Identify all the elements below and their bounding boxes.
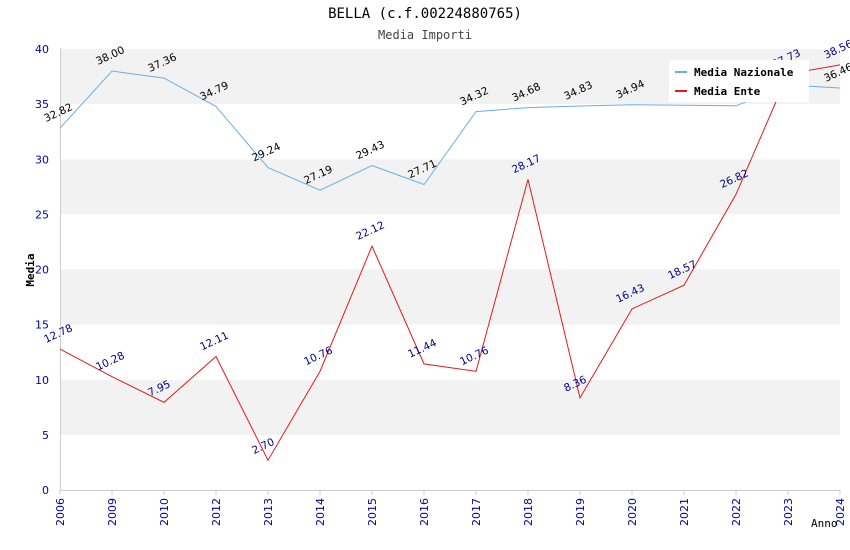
y-axis-label: Media: [24, 253, 37, 286]
y-tick-label: 15: [35, 319, 49, 332]
x-tick-label: 2013: [262, 498, 275, 526]
grid-band: [60, 324, 840, 380]
x-tick-label: 2018: [522, 498, 535, 526]
grid-band: [60, 269, 840, 325]
grid-band: [60, 379, 840, 435]
x-tick-label: 2024: [834, 498, 847, 526]
y-tick-label: 25: [35, 208, 49, 221]
x-tick-label: 2016: [418, 498, 431, 526]
y-tick-label: 20: [35, 264, 49, 277]
legend-box: [669, 60, 809, 102]
x-tick-label: 2010: [158, 498, 171, 526]
legend: Media Nazionale Media Ente: [669, 60, 809, 102]
x-tick-label: 2012: [210, 498, 223, 526]
series-line-media-nazionale: [59, 70, 841, 191]
grid-band: [60, 104, 840, 160]
y-tick-label: 10: [35, 374, 49, 387]
y-tick-label: 5: [42, 429, 49, 442]
grid-band: [60, 434, 840, 490]
x-tick-label: 2015: [366, 498, 379, 526]
x-axis-label: Anno: [811, 517, 838, 530]
y-tick-label: 35: [35, 98, 49, 111]
legend-label-media-nazionale: Media Nazionale: [694, 66, 794, 79]
y-tick-label: 30: [35, 153, 49, 166]
x-tick-label: 2021: [678, 498, 691, 526]
y-tick-label: 40: [35, 43, 49, 56]
x-tick-label: 2022: [730, 498, 743, 526]
x-tick-label: 2006: [54, 498, 67, 526]
grid-band: [60, 214, 840, 270]
y-tick-label: 0: [42, 484, 49, 497]
y-axis-ticks: 0 5 10 15 20 25 30 35 40: [35, 43, 49, 497]
grid-band: [60, 159, 840, 215]
x-axis-ticks: 2006 2009 2010 2012 2013 2014 2015 2016 2017 2018…: [54, 490, 847, 526]
x-tick-label: 2017: [470, 498, 483, 526]
series-line-media-ente: [59, 64, 841, 462]
series-lines: [59, 64, 841, 462]
x-tick-label: 2019: [574, 498, 587, 526]
chart-title: BELLA (c.f.00224880765): [328, 6, 522, 22]
x-tick-label: 2023: [782, 498, 795, 526]
legend-label-media-ente: Media Ente: [694, 85, 761, 98]
grid-bands: [60, 49, 840, 490]
x-tick-label: 2009: [106, 498, 119, 526]
chart-subtitle: Media Importi: [378, 28, 472, 42]
x-tick-label: 2014: [314, 498, 327, 526]
x-tick-label: 2020: [626, 498, 639, 526]
